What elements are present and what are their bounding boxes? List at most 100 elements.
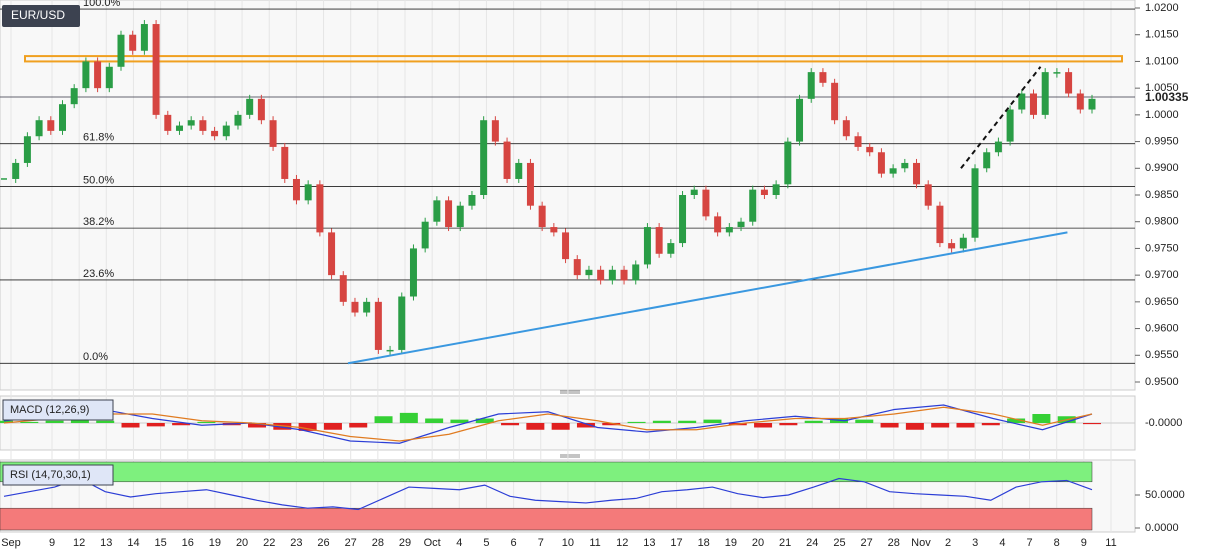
histogram-bar	[146, 423, 165, 427]
candle	[316, 184, 324, 233]
candle	[152, 24, 160, 115]
candle	[456, 205, 464, 228]
x-tick-label: 19	[209, 537, 221, 549]
histogram-bar	[576, 423, 595, 428]
x-tick-label: 19	[725, 537, 737, 549]
candle	[749, 189, 757, 222]
x-tick-label: 14	[127, 537, 139, 549]
histogram-bar	[450, 419, 469, 423]
candle	[409, 248, 417, 297]
candle	[655, 227, 663, 254]
histogram-bar	[248, 423, 267, 428]
histogram-bar	[652, 420, 671, 423]
label-box	[2, 464, 114, 486]
candle	[562, 232, 570, 260]
fib-label: 50.0%	[83, 174, 114, 186]
x-tick-label: 9	[49, 537, 55, 549]
candle	[23, 136, 31, 163]
candle	[936, 205, 944, 244]
fib-label: 0.0%	[83, 351, 108, 363]
x-tick-label: 10	[562, 537, 574, 549]
candle	[784, 141, 792, 185]
resistance-zone	[24, 55, 1123, 63]
x-tick-label: 17	[670, 537, 682, 549]
candle	[1088, 98, 1096, 110]
histogram-bar	[501, 423, 520, 426]
candle	[526, 162, 534, 206]
candle	[1018, 93, 1026, 110]
x-tick-label: 13	[100, 537, 112, 549]
x-tick-label: 20	[752, 537, 764, 549]
candle	[351, 301, 359, 313]
histogram-bar	[298, 423, 317, 431]
candle	[1006, 109, 1014, 142]
candle	[994, 141, 1002, 153]
candle	[772, 184, 780, 195]
x-tick-label: 25	[833, 537, 845, 549]
candle	[445, 200, 453, 228]
histogram-bar	[526, 423, 545, 430]
histogram-bar	[323, 423, 342, 430]
histogram-bar	[1083, 423, 1101, 425]
x-tick-label: 20	[236, 537, 248, 549]
y-tick-label: 0.9950	[1145, 135, 1179, 147]
candle	[901, 162, 909, 169]
macd-line	[3, 404, 1093, 444]
candle	[667, 243, 675, 254]
candle	[292, 178, 300, 201]
candle	[948, 243, 956, 249]
label-box	[2, 399, 114, 421]
histogram-bar	[70, 419, 89, 423]
x-tick-label: 6	[511, 537, 517, 549]
candle	[866, 146, 874, 153]
candle	[597, 269, 605, 281]
y-tick-label: 1.0100	[1145, 55, 1179, 67]
candle	[714, 216, 722, 233]
candle	[304, 184, 312, 201]
candle	[725, 227, 733, 233]
candle	[269, 120, 277, 147]
chart-title: EUR/USD	[11, 8, 65, 22]
histogram-bar	[602, 423, 621, 426]
x-tick-label: Sep	[1, 537, 21, 549]
candle	[12, 162, 20, 179]
y-tick-label: 0.9500	[1145, 376, 1179, 388]
oversold-zone	[0, 507, 1093, 531]
x-tick-label: 11	[1105, 537, 1116, 549]
candle	[433, 200, 441, 222]
candle	[117, 34, 125, 67]
candle	[281, 146, 289, 179]
histogram-bar	[197, 421, 216, 423]
x-tick-label: 4	[999, 537, 1005, 549]
histogram-bar	[425, 418, 444, 423]
indicator-label: RSI (14,70,30,1)	[10, 469, 91, 481]
x-tick-label: 23	[290, 537, 302, 549]
x-tick-label: 2	[945, 537, 951, 549]
y-tick-label: 0.9850	[1145, 189, 1179, 201]
candle	[842, 120, 850, 137]
y-tick-label: 0.9750	[1145, 242, 1179, 254]
x-tick-label: 24	[806, 537, 818, 549]
candle	[1065, 72, 1073, 94]
x-tick-label: 27	[860, 537, 872, 549]
candle	[199, 120, 207, 131]
trendline	[347, 231, 1068, 365]
macd-line	[3, 406, 1093, 442]
x-tick-label: 5	[483, 537, 489, 549]
y-tick-label: 0.9650	[1145, 296, 1179, 308]
candle	[58, 104, 66, 131]
candle	[480, 120, 488, 195]
y-tick-label: 1.0200	[1145, 2, 1179, 14]
histogram-bar	[931, 423, 950, 428]
histogram-bar	[981, 423, 1000, 426]
candle	[491, 120, 499, 142]
candle	[1053, 72, 1061, 74]
candle	[737, 221, 745, 228]
candle	[164, 114, 172, 131]
candle	[913, 162, 921, 185]
x-tick-label: 26	[317, 537, 329, 549]
x-tick-label: 15	[154, 537, 166, 549]
candle	[515, 162, 523, 179]
x-tick-label: 7	[538, 537, 544, 549]
candle	[959, 237, 967, 249]
